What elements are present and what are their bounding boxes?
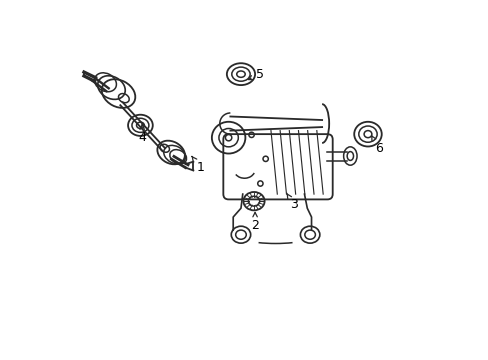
Text: 2: 2 [251, 212, 259, 232]
Text: 5: 5 [248, 68, 264, 81]
Text: 1: 1 [191, 156, 204, 174]
Text: 6: 6 [371, 136, 382, 155]
Text: 3: 3 [286, 193, 297, 211]
Text: 4: 4 [138, 125, 146, 144]
